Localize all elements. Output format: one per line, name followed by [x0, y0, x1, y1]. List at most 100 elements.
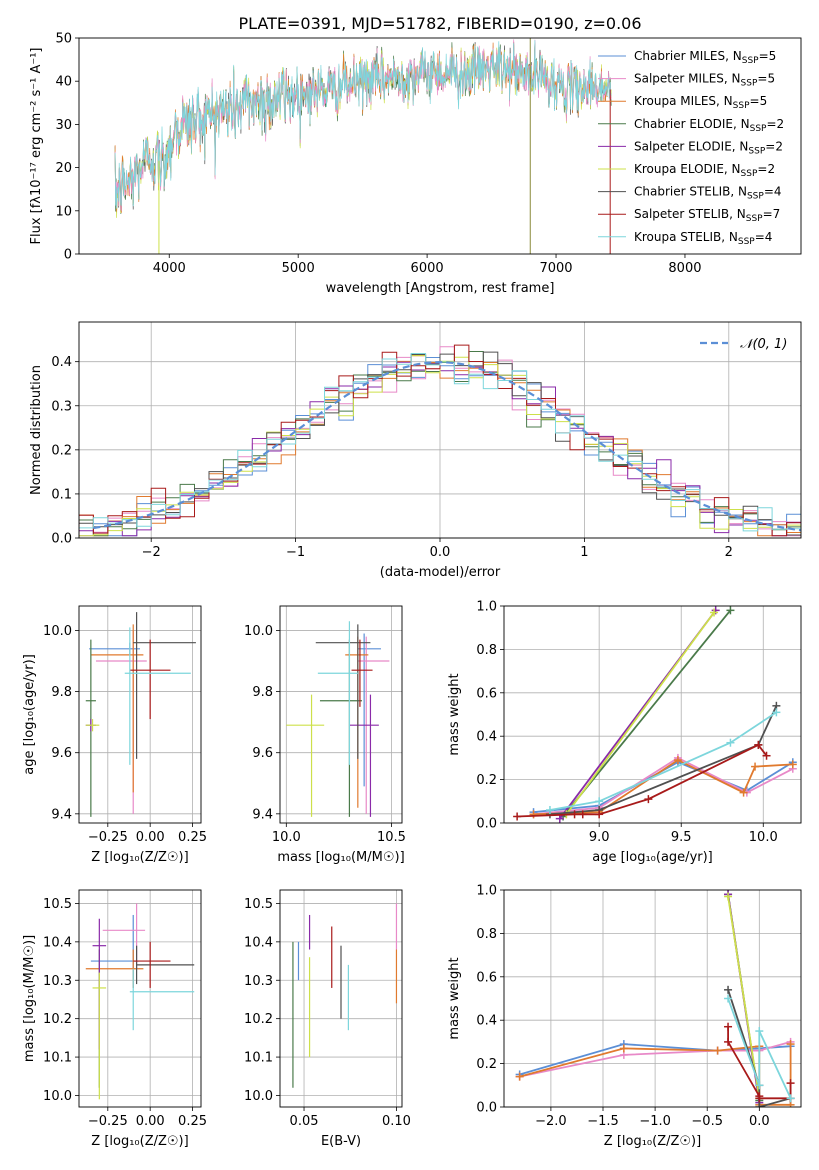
axes-frame — [78, 605, 202, 824]
x-tick-label: 7000 — [539, 261, 572, 276]
y-tick-label: 9.4 — [252, 807, 273, 822]
axes-frame — [78, 37, 802, 255]
x-tick-label: −0.5 — [691, 1114, 723, 1129]
x-tick-label: 8000 — [668, 261, 701, 276]
y-tick-label: 0.0 — [476, 1101, 497, 1116]
y-tick-label: 0.0 — [51, 532, 72, 547]
sfh-line-kroupa_elodie — [565, 611, 715, 815]
y-tick-label: 0 — [64, 248, 72, 263]
histogram-chabrier_miles — [79, 357, 801, 537]
legend-label: Kroupa MILES, NSSP=5 — [634, 94, 767, 111]
x-tick-label: −0.25 — [88, 1114, 128, 1129]
age_vs_mass-errorbars — [286, 621, 390, 817]
x-tick-label: −2.0 — [535, 1114, 567, 1129]
x-tick-label: 0.0 — [749, 1114, 770, 1129]
y-tick-label: 10.0 — [43, 624, 72, 639]
x-tick-label: 10.5 — [377, 830, 406, 845]
spectrum-legend: Chabrier MILES, NSSP=5 Salpeter MILES, NS… — [598, 49, 784, 247]
y-tick-label: 9.8 — [51, 685, 72, 700]
y-tick-label: 0.2 — [476, 773, 497, 788]
x-axis-label: age [log₁₀(age/yr)] — [592, 850, 713, 865]
axes-frame — [78, 321, 802, 539]
legend-label: Chabrier ELODIE, NSSP=2 — [634, 117, 784, 134]
y-tick-label: 20 — [55, 161, 72, 176]
legend-label: Salpeter ELODIE, NSSP=2 — [634, 139, 783, 156]
axes-frame — [279, 605, 403, 824]
sfh-line-kroupa_miles — [533, 759, 793, 816]
mass_vs_ebv-errorbars — [292, 903, 398, 1088]
x-tick-label: 9.5 — [671, 830, 692, 845]
x-tick-label: 2 — [725, 545, 733, 560]
y-axis-label: mass weight — [447, 957, 462, 1039]
sfh-line-kroupa_stelib — [549, 711, 777, 811]
legend-label: Salpeter STELIB, NSSP=7 — [634, 207, 780, 224]
sfh-line-kroupa_stelib — [727, 998, 792, 1099]
y-tick-label: 0.6 — [476, 970, 497, 985]
y-tick-label: 10.2 — [244, 1012, 273, 1027]
axes-frame — [279, 889, 403, 1108]
y-tick-label: 9.6 — [252, 746, 273, 761]
x-tick-label: −0.25 — [88, 830, 128, 845]
legend-label: Salpeter MILES, NSSP=5 — [634, 72, 775, 89]
spectrum-axes: 4000 5000 6000 7000 8000 0 10 20 30 40 50 wavelengt… — [29, 32, 702, 297]
x-tick-label: 0.25 — [178, 830, 207, 845]
y-tick-label: 50 — [55, 32, 72, 47]
x-tick-label: 0.0 — [430, 545, 451, 560]
y-axis-label: Flux [fλ10⁻¹⁷ erg cm⁻² s⁻¹ A⁻¹] — [29, 48, 44, 245]
x-axis-label: (data-model)/error — [380, 565, 501, 580]
sfh_Z-lines — [515, 890, 795, 1107]
spectrum-kroupa_stelib — [114, 40, 612, 209]
y-tick-label: 9.8 — [252, 685, 273, 700]
y-axis-label: Normed distribution — [29, 365, 44, 495]
y-tick-label: 9.4 — [51, 807, 72, 822]
y-tick-label: 10.4 — [244, 935, 273, 950]
x-axis-label: wavelength [Angstrom, rest frame] — [326, 281, 555, 296]
legend-label: Kroupa ELODIE, NSSP=2 — [634, 162, 775, 179]
x-axis-label: E(B-V) — [321, 1134, 361, 1149]
axes-frame — [78, 889, 202, 1108]
x-tick-label: 0.10 — [382, 1114, 411, 1129]
y-tick-label: 10.5 — [43, 897, 72, 912]
age_vs_Z-axes: −0.25 0.00 0.25 9.4 9.6 9.8 10.0 Z [log₁₀(Z/Z☉)… — [22, 606, 207, 865]
x-tick-label: 6000 — [411, 261, 444, 276]
x-tick-label: 0.25 — [178, 1114, 207, 1129]
x-tick-label: −1.5 — [587, 1114, 619, 1129]
axes-frame — [503, 889, 802, 1108]
y-tick-label: 0.6 — [476, 686, 497, 701]
y-tick-label: 0.3 — [51, 399, 72, 414]
y-tick-label: 10.0 — [244, 624, 273, 639]
y-axis-label: mass [log₁₀(M/M☉)] — [22, 935, 37, 1062]
sfh-line-chabrier_stelib — [549, 705, 778, 816]
x-tick-label: 1 — [580, 545, 588, 560]
x-tick-label: −1.0 — [639, 1114, 671, 1129]
x-tick-label: 0.05 — [290, 1114, 319, 1129]
y-tick-label: 40 — [55, 75, 72, 90]
y-tick-label: 0.4 — [476, 730, 497, 745]
y-tick-label: 10 — [55, 204, 72, 219]
y-tick-label: 10.5 — [244, 897, 273, 912]
x-tick-label: 10.0 — [272, 830, 301, 845]
y-tick-label: 10.2 — [43, 1012, 72, 1027]
x-axis-label: Z [log₁₀(Z/Z☉)] — [91, 1134, 188, 1149]
y-tick-label: 0.8 — [476, 927, 497, 942]
figure-title: PLATE=0391, MJD=51782, FIBERID=0190, z=0… — [238, 14, 641, 33]
legend-label: Chabrier STELIB, NSSP=4 — [634, 185, 782, 202]
x-tick-label: −2 — [142, 545, 161, 560]
sfh-line-kroupa_elodie — [727, 896, 761, 1099]
mass_vs_Z-axes: −0.25 0.00 0.25 10.0 10.1 10.2 10.3 10.4 10.5 Z [… — [22, 890, 207, 1149]
x-tick-label: −1 — [286, 545, 305, 560]
y-tick-label: 10.0 — [244, 1089, 273, 1104]
y-tick-label: 0.4 — [476, 1014, 497, 1029]
y-tick-label: 1.0 — [476, 600, 497, 615]
y-tick-label: 0.0 — [476, 817, 497, 832]
x-tick-label: 4000 — [153, 261, 186, 276]
mass_vs_ebv-axes: 0.05 0.10 10.0 10.1 10.2 10.3 10.4 10.5 E(B-V) — [244, 890, 411, 1149]
spectrum-lines — [114, 38, 612, 254]
age_vs_Z-errorbars — [85, 612, 196, 817]
x-tick-label: 9.0 — [589, 830, 610, 845]
y-tick-label: 10.3 — [43, 974, 72, 989]
residual-histograms — [79, 344, 801, 537]
x-tick-label: 10.0 — [749, 830, 778, 845]
y-tick-label: 10.1 — [244, 1051, 273, 1066]
